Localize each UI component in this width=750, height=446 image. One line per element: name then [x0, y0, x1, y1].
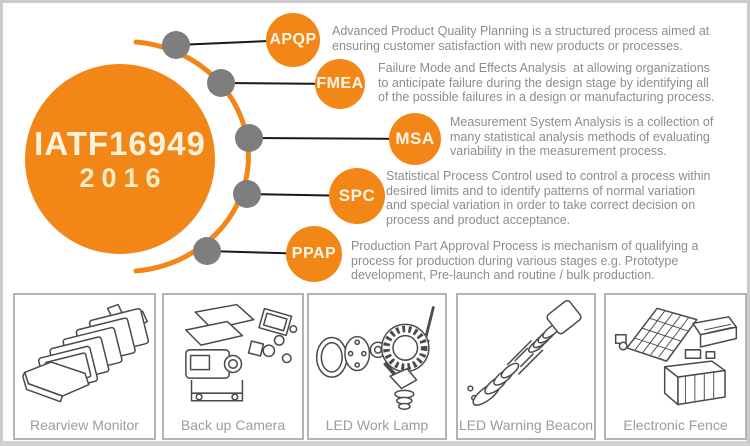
badge-msa-label: MSA: [395, 129, 435, 148]
hub-circle: IATF16949 2016: [25, 64, 215, 254]
node-dot-spc: [233, 180, 261, 208]
product-label: LED Work Lamp: [325, 417, 429, 433]
product-box-led-warning-beacon: LED Warning Beacon: [456, 293, 596, 440]
product-label: Electronic Fence: [623, 417, 728, 433]
description-line: Failure Mode and Effects Analysis at all…: [378, 61, 710, 75]
badge-apqp: APQP: [266, 13, 320, 67]
description-line: to anticipate failure during the design …: [378, 75, 709, 90]
description-ppap: Production Part Approval Process is mech…: [351, 239, 698, 283]
description-line: and special variation in order to take c…: [386, 198, 696, 213]
product-label: LED Warning Beacon: [458, 417, 594, 433]
badge-spc-label: SPC: [338, 186, 376, 205]
product-box-led-work-lamp: LED Work Lamp: [307, 293, 447, 440]
description-fmea: Failure Mode and Effects Analysis at all…: [378, 61, 714, 105]
hub-year: 2016: [79, 162, 168, 193]
badge-fmea-label: FMEA: [316, 75, 364, 92]
badge-apqp-label: APQP: [269, 31, 317, 48]
description-line: Measurement System Analysis is a collect…: [450, 115, 714, 129]
electronic-fence-exploded-view-icon: [606, 295, 745, 415]
description-line: process and product acceptance.: [386, 212, 571, 227]
description-msa: Measurement System Analysis is a collect…: [450, 115, 713, 159]
badge-msa: MSA: [389, 113, 441, 165]
node-dot-ppap: [193, 237, 221, 265]
node-dot-apqp: [162, 31, 190, 59]
description-line: process for production during various st…: [351, 253, 679, 268]
rearview-monitor-exploded-view-icon: [15, 295, 154, 415]
description-line: desired limits and to identify patterns …: [386, 183, 696, 198]
description-line: development, Pre-launch and routine / bu…: [351, 268, 655, 283]
description-line: ensuring customer satisfaction with new …: [332, 38, 683, 53]
description-line: of the possible failures in a design or …: [378, 90, 715, 105]
description-apqp: Advanced Product Quality Planning is a s…: [332, 24, 709, 53]
hub-title: IATF16949: [34, 124, 206, 162]
description-line: many statistical analysis methods of eva…: [450, 129, 710, 144]
badge-ppap: PPAP: [286, 226, 342, 282]
orbit-arc: [133, 39, 251, 274]
badge-fmea: FMEA: [315, 59, 365, 109]
node-dot-msa: [235, 124, 263, 152]
connector-line-msa: [248, 137, 416, 140]
description-line: Statistical Process Control used to cont…: [386, 169, 711, 183]
led-work-lamp-exploded-view-icon: [309, 295, 445, 415]
description-spc: Statistical Process Control used to cont…: [386, 169, 710, 227]
diagram-connectors: [133, 31, 416, 274]
product-box-electronic-fence: Electronic Fence: [604, 293, 747, 440]
badge-spc: SPC: [329, 168, 385, 224]
description-line: variability in the measurement process.: [450, 144, 667, 159]
product-label: Rearview Monitor: [30, 417, 139, 433]
node-dot-fmea: [207, 69, 235, 97]
description-line: Production Part Approval Process is mech…: [351, 239, 699, 253]
product-box-backup-camera: Back up Camera: [162, 293, 304, 440]
badge-ppap-label: PPAP: [291, 245, 337, 262]
led-warning-beacon-exploded-view-icon: [458, 295, 594, 415]
product-gallery: Rearview Monitor: [3, 293, 747, 441]
product-box-rearview-monitor: Rearview Monitor: [13, 293, 156, 440]
backup-camera-exploded-view-icon: [164, 295, 302, 415]
description-line: Advanced Product Quality Planning is a s…: [332, 24, 710, 38]
product-label: Back up Camera: [180, 417, 286, 433]
